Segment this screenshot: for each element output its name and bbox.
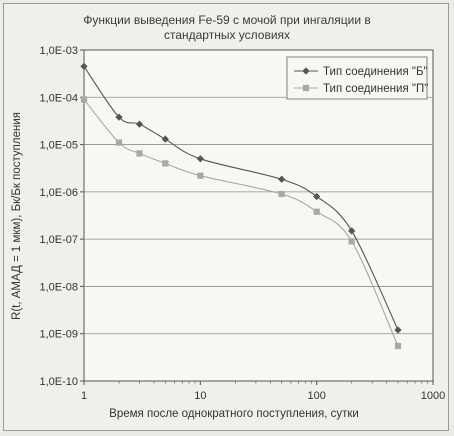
legend: Тип соединения "Б" Тип соединения "П" [286, 56, 428, 100]
y-tick-label: 1,0E-07 [39, 234, 78, 246]
x-axis-ticks: 1 10 100 1000 [81, 381, 445, 402]
series-2-point [162, 160, 169, 167]
series-2-point [313, 208, 320, 215]
y-tick-label: 1,0E-06 [39, 187, 78, 199]
legend-box [286, 56, 428, 100]
series-1-point [278, 175, 286, 183]
series-2-point [197, 172, 204, 179]
y-tick-label: 1,0E-05 [39, 140, 78, 152]
series-2-point [80, 96, 88, 103]
plot-area: 1,0E-03 1,0E-04 1,0E-05 1,0E-06 1,0E-07 1,0E-… [39, 45, 445, 402]
series-2-point [348, 238, 355, 245]
series-1-point [80, 62, 88, 71]
chart-subtitle: стандартных условиях [164, 28, 290, 42]
y-axis-label: R(t, АМАД = 1 мкм), Бк/Бк поступления [11, 112, 23, 320]
x-tick-label: 1000 [421, 390, 445, 402]
series-1-point [313, 192, 321, 201]
y-tick-label: 1,0E-08 [39, 281, 78, 293]
x-tick-label: 100 [307, 390, 325, 402]
x-tick-label: 1 [81, 390, 87, 402]
series-1-point [394, 326, 402, 334]
y-tick-label: 1,0E-09 [39, 329, 78, 341]
series-2-point [136, 150, 143, 157]
chart-frame: Функции выведения Fe-59 с мочой при инга… [3, 3, 449, 431]
x-tick-label: 10 [194, 390, 206, 402]
y-tick-label: 1,0E-04 [39, 92, 78, 104]
legend-marker-2 [302, 84, 310, 92]
y-tick-label: 1,0E-10 [39, 376, 78, 388]
series-1-point [348, 227, 356, 235]
series-2-point [278, 190, 285, 198]
legend-label-2: Тип соединения "П" [323, 83, 428, 95]
chart-title: Функции выведения Fe-59 с мочой при инга… [83, 13, 371, 27]
x-axis-label: Время после однократного поступления, су… [109, 408, 359, 420]
y-axis-ticks: 1,0E-03 1,0E-04 1,0E-05 1,0E-06 1,0E-07 1,0E-… [39, 45, 84, 388]
series-2-point [394, 342, 402, 350]
legend-marker-1 [302, 67, 310, 75]
series-1-point [135, 120, 144, 128]
line-chart: Функции выведения Fe-59 с мочой при инга… [11, 13, 445, 420]
series-2-point [115, 139, 123, 146]
y-tick-label: 1,0E-03 [39, 45, 78, 57]
series-1-point [196, 155, 204, 163]
series-1-point [161, 135, 169, 143]
legend-label-1: Тип соединения "Б" [323, 66, 428, 78]
plot-area-background [83, 49, 434, 382]
series-layer [80, 62, 402, 350]
series-1-point [115, 113, 123, 121]
